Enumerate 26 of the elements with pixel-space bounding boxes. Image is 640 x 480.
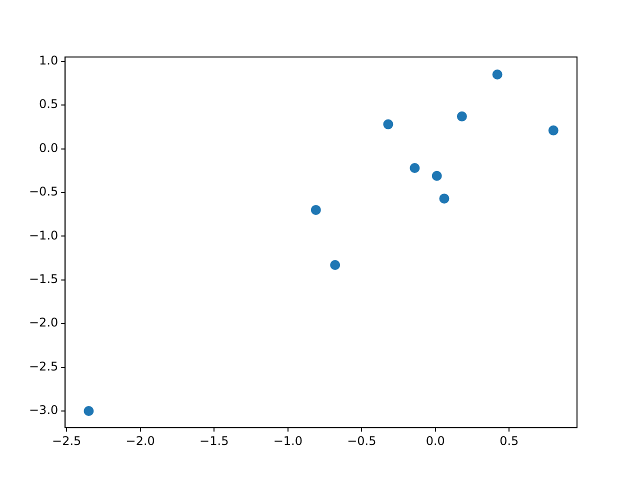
y-tick-label: 0.5	[39, 97, 58, 112]
point	[383, 119, 394, 130]
y-tick-label: −0.5	[29, 184, 58, 199]
point	[84, 406, 94, 416]
point	[439, 194, 450, 204]
point	[410, 163, 420, 174]
x-tick-label: −2.0	[126, 434, 155, 448]
point	[432, 170, 442, 181]
y-tick-label: 0.0	[39, 140, 58, 155]
y-tick-label: 1.0	[39, 53, 58, 68]
y-tick-label: −2.0	[29, 316, 58, 330]
x-tick-label: 0.5	[500, 434, 519, 448]
y-tick-label: −1.0	[29, 228, 58, 242]
point	[330, 260, 340, 270]
point	[456, 111, 467, 122]
x-tick-label: −1.5	[200, 434, 229, 448]
x-tick-label: −1.0	[273, 434, 302, 448]
y-tick-label: −3.0	[29, 403, 58, 418]
point	[548, 125, 558, 136]
y-tick-label: −1.5	[29, 272, 58, 286]
y-tick-label: −2.5	[29, 359, 58, 374]
x-tick-label: −2.5	[52, 434, 82, 448]
point	[492, 69, 502, 80]
x-tick-label: −0.5	[347, 434, 376, 448]
point	[310, 204, 321, 215]
x-tick-label: 0.0	[426, 434, 445, 448]
